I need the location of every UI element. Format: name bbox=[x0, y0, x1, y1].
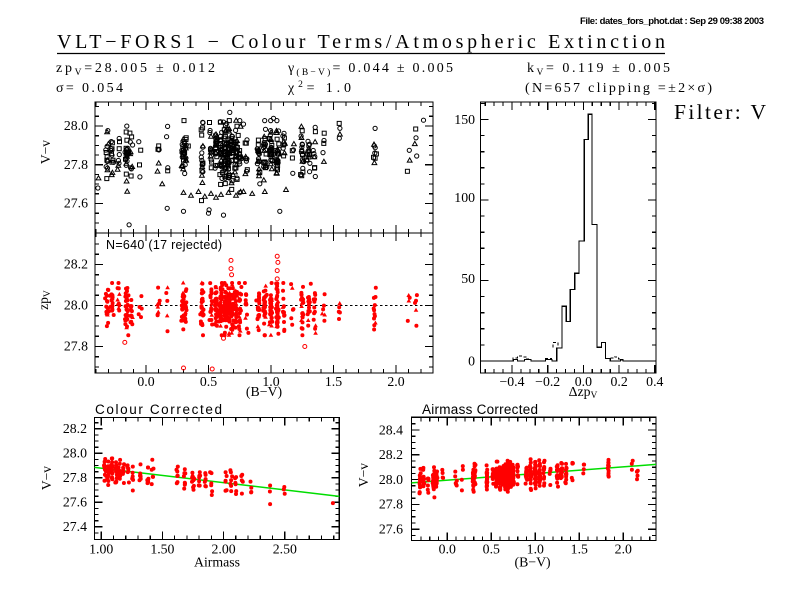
svg-text:0: 0 bbox=[468, 354, 475, 369]
svg-text:150: 150 bbox=[454, 112, 475, 127]
svg-text:0.5: 0.5 bbox=[200, 374, 217, 389]
svg-text:2.0: 2.0 bbox=[615, 541, 632, 556]
svg-text:0.0: 0.0 bbox=[137, 374, 154, 389]
svg-text:28.0: 28.0 bbox=[64, 298, 88, 313]
svg-text:27.6: 27.6 bbox=[379, 522, 403, 537]
svg-text:(B−V): (B−V) bbox=[515, 554, 551, 570]
svg-text:100: 100 bbox=[454, 190, 475, 205]
svg-text:50: 50 bbox=[461, 271, 475, 286]
svg-text:28.2: 28.2 bbox=[64, 256, 88, 271]
svg-text:zpV=28.005 ± 0.012: zp V =28.005 ± 0.012 bbox=[56, 61, 215, 78]
svg-text:28.4: 28.4 bbox=[379, 422, 403, 437]
svg-text:V−v: V−v bbox=[39, 466, 54, 490]
svg-text:N=640 (17 rejected): N=640 (17 rejected) bbox=[106, 238, 222, 252]
svg-text:27.8: 27.8 bbox=[64, 339, 88, 354]
svg-text:28.0: 28.0 bbox=[64, 118, 88, 133]
svg-text:(B−V): (B−V) bbox=[246, 384, 282, 400]
svg-text:2.0: 2.0 bbox=[387, 374, 404, 389]
svg-text:27.6: 27.6 bbox=[64, 196, 88, 211]
svg-text:27.4: 27.4 bbox=[63, 519, 87, 534]
svg-text:Airmass Corrected: Airmass Corrected bbox=[422, 402, 538, 417]
svg-text:−0.4: −0.4 bbox=[499, 374, 524, 389]
svg-text:2.00: 2.00 bbox=[212, 541, 236, 556]
svg-text:0.2: 0.2 bbox=[610, 374, 627, 389]
svg-text:27.8: 27.8 bbox=[64, 157, 88, 172]
svg-text:0.4: 0.4 bbox=[646, 374, 663, 389]
svg-text:1.0: 1.0 bbox=[262, 374, 279, 389]
svg-text:1.0: 1.0 bbox=[527, 541, 544, 556]
svg-text:1.5: 1.5 bbox=[571, 541, 588, 556]
svg-text:27.6: 27.6 bbox=[63, 495, 87, 510]
svg-text:V−v: V−v bbox=[356, 463, 371, 487]
svg-text:27.8: 27.8 bbox=[63, 470, 87, 485]
svg-text:kV= 0.119 ± 0.005: k V = 0.119 ± 0.005 bbox=[527, 61, 670, 78]
svg-text:2.50: 2.50 bbox=[273, 541, 297, 556]
svg-text:0.0: 0.0 bbox=[439, 541, 456, 556]
svg-text:1.50: 1.50 bbox=[150, 541, 174, 556]
svg-text:1.5: 1.5 bbox=[325, 374, 342, 389]
svg-text:27.8: 27.8 bbox=[379, 497, 403, 512]
svg-text:Airmass: Airmass bbox=[194, 554, 240, 569]
svg-text:1.00: 1.00 bbox=[89, 541, 113, 556]
svg-text:V−v: V−v bbox=[38, 140, 53, 164]
svg-text:28.0: 28.0 bbox=[63, 446, 87, 461]
svg-text:28.0: 28.0 bbox=[379, 472, 403, 487]
svg-text:File: dates_fors_phot.dat : Se: File: dates_fors_phot.dat : Sep 29 09:38… bbox=[580, 16, 764, 27]
svg-text:VLT−FORS1 − Colour Terms/Atmos: VLT−FORS1 − Colour Terms/Atmospheric Ext… bbox=[57, 31, 665, 53]
svg-text:0.0: 0.0 bbox=[575, 374, 592, 389]
svg-text:28.2: 28.2 bbox=[63, 421, 87, 436]
svg-text:−0.2: −0.2 bbox=[535, 374, 560, 389]
svg-text:Filter: V: Filter: V bbox=[674, 100, 766, 124]
svg-text:28.2: 28.2 bbox=[379, 447, 403, 462]
svg-text:ΔzpV: ΔzpV bbox=[569, 384, 598, 401]
svg-text:0.5: 0.5 bbox=[483, 541, 500, 556]
